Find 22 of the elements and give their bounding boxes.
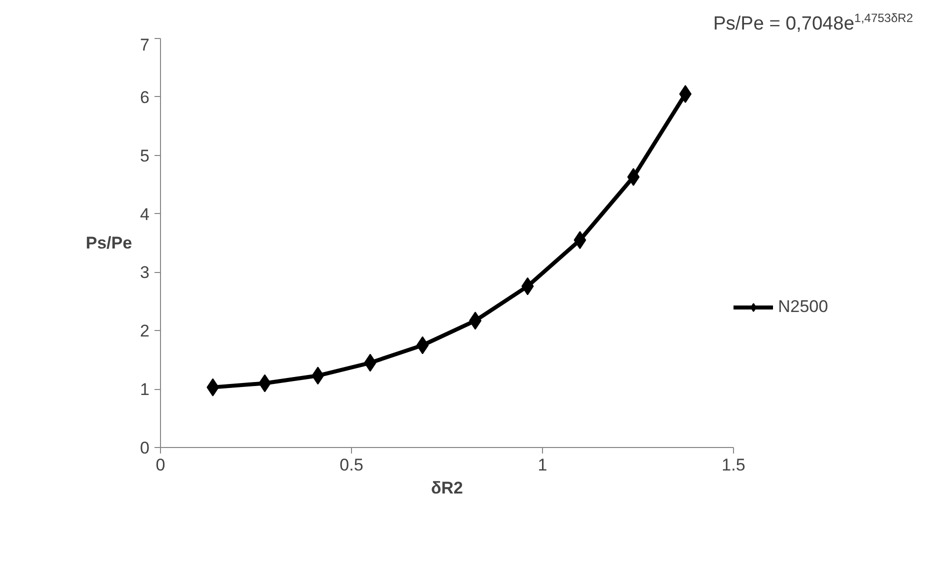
point [627, 168, 640, 186]
y-tick-label: 3 [140, 263, 150, 282]
y-tick-label: 0 [140, 438, 150, 458]
point [416, 336, 429, 354]
y-tick-label: 6 [140, 88, 150, 107]
x-axis-title: δR2 [430, 478, 464, 498]
point [574, 231, 586, 250]
y-tick-label: 5 [140, 146, 150, 166]
legend-label: N2500 [778, 297, 828, 317]
point [679, 85, 692, 104]
x-tick-label: 0.5 [340, 456, 364, 474]
x-tick-label: 0 [156, 456, 166, 474]
point [521, 277, 534, 296]
point [312, 366, 324, 385]
y-tick-label: 4 [140, 204, 150, 224]
y-tick-label: 1 [140, 380, 150, 400]
y-tick-label: 2 [140, 322, 150, 341]
x-tick-label: 1.5 [722, 456, 746, 474]
x-tick-label: 1 [538, 456, 548, 474]
y-axis-title: Ps/Pe [86, 234, 132, 252]
text: Ps/Pe = 0,7048e$^{1,4753δR2}$ [713, 10, 913, 36]
y-tick-label: 7 [140, 36, 150, 54]
